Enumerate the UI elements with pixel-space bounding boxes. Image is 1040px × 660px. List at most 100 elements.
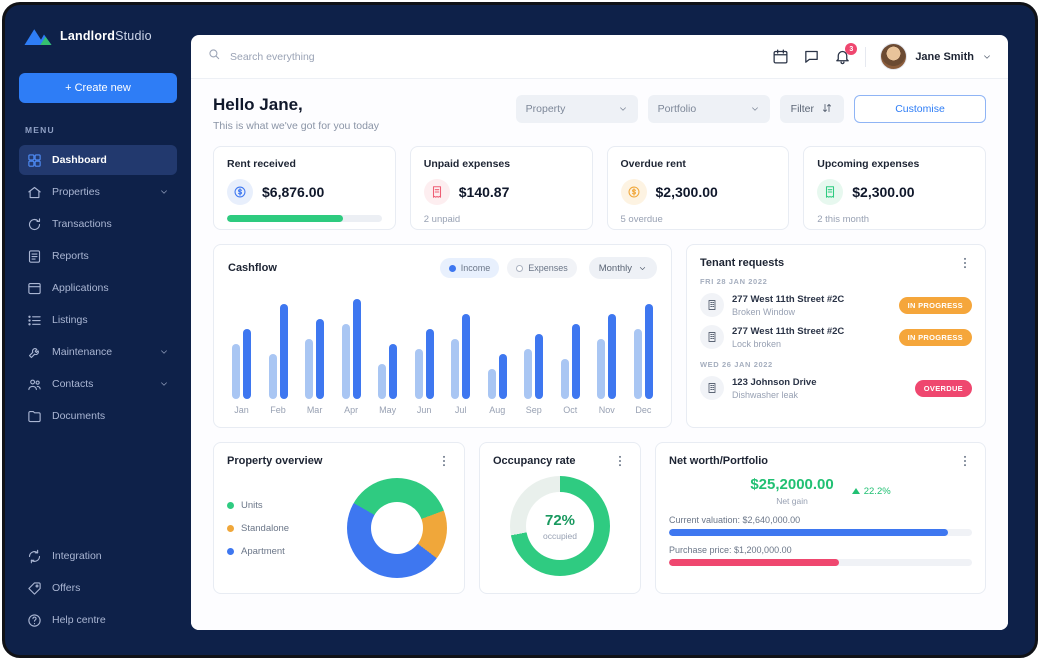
chevron-down-icon	[982, 52, 992, 62]
tenant-request-row[interactable]: 277 West 11th Street #2C Lock broken IN PR…	[700, 321, 972, 353]
integration-icon	[27, 549, 42, 564]
tenant-request-list: FRI 28 JAN 2022 277 West 11th Street #2C B…	[700, 277, 972, 404]
bar-income	[498, 354, 507, 399]
cashflow-card: Cashflow Income Expenses	[213, 244, 672, 428]
sidebar-item-label: Help centre	[52, 614, 106, 626]
status-badge: OVERDUE	[914, 379, 972, 397]
applications-icon	[27, 281, 42, 296]
bar-income	[535, 334, 544, 399]
dashboard-icon	[27, 153, 42, 168]
maintenance-icon	[27, 345, 42, 360]
user-menu[interactable]: Jane Smith	[880, 43, 992, 70]
request-date: FRI 28 JAN 2022	[700, 277, 768, 286]
sidebar-footer-menu: Integration Offers Help centre	[19, 541, 177, 637]
cashflow-bar-chart: Jan Feb Mar Apr May Jun Jul Aug Sep Oct Nov Dec	[228, 279, 657, 415]
bar-expenses	[232, 344, 240, 399]
stat-card-rent-received: Rent received $6,876.00	[213, 146, 396, 230]
sort-icon	[821, 102, 833, 117]
bar-income	[462, 314, 471, 399]
avatar	[880, 43, 908, 70]
bar-expenses	[524, 349, 533, 399]
sidebar-item-contacts[interactable]: Contacts	[19, 369, 177, 399]
search-input[interactable]	[230, 50, 759, 63]
reports-icon	[27, 249, 42, 264]
expenses-toggle[interactable]: Expenses	[507, 258, 577, 278]
coin-icon	[227, 179, 253, 205]
period-select[interactable]: Monthly	[588, 257, 657, 279]
kebab-menu-icon[interactable]	[958, 256, 972, 270]
kebab-menu-icon[interactable]	[437, 454, 451, 468]
chevron-down-icon	[618, 104, 628, 114]
bar-group-oct: Oct	[560, 289, 580, 415]
request-issue: Broken Window	[732, 306, 796, 317]
up-arrow-icon	[851, 488, 860, 494]
bottom-row: Property overview Units Standalone Apartme…	[213, 442, 986, 594]
tenant-request-row[interactable]: 277 West 11th Street #2C Broken Window IN …	[700, 289, 972, 321]
customise-button[interactable]: Customise	[854, 95, 986, 123]
request-issue: Lock broken	[732, 338, 782, 349]
sidebar-item-offers[interactable]: Offers	[19, 573, 177, 603]
chat-icon[interactable]	[803, 48, 820, 65]
calendar-icon[interactable]	[772, 48, 789, 65]
filter-button[interactable]: Filter	[779, 95, 844, 123]
sidebar-item-label: Applications	[52, 282, 109, 294]
month-label: Mar	[306, 405, 323, 415]
brand-name: LandlordStudio	[60, 29, 152, 43]
sidebar-item-listings[interactable]: Listings	[19, 305, 177, 335]
income-toggle[interactable]: Income	[439, 258, 500, 278]
sidebar-item-maintenance[interactable]: Maintenance	[19, 337, 177, 367]
sidebar-item-reports[interactable]: Reports	[19, 241, 177, 271]
progress-track	[227, 215, 382, 222]
sidebar-item-label: Documents	[52, 410, 106, 422]
search-bar[interactable]	[207, 47, 759, 66]
sidebar-item-label: Offers	[52, 582, 81, 594]
sidebar-item-transactions[interactable]: Transactions	[19, 209, 177, 239]
bar-income	[425, 329, 434, 399]
contacts-icon	[27, 377, 42, 392]
month-label: Apr	[344, 405, 359, 415]
documents-icon	[27, 409, 42, 424]
legend-dot	[227, 547, 234, 555]
legend-item-units: Units	[227, 500, 289, 511]
occupancy-value: 72%	[544, 511, 576, 529]
stat-title: Unpaid expenses	[423, 158, 511, 170]
stat-title: Upcoming expenses	[817, 158, 920, 170]
stat-value: $6,876.00	[262, 184, 325, 200]
networth-bars: Current valuation: $2,640,000.00 Purchase…	[669, 515, 972, 566]
sidebar-item-integration[interactable]: Integration	[19, 541, 177, 571]
property-select[interactable]: Property	[515, 95, 638, 123]
sidebar-item-label: Properties	[52, 186, 100, 198]
month-label: Dec	[635, 405, 652, 415]
kebab-menu-icon[interactable]	[613, 454, 627, 468]
portfolio-select[interactable]: Portfolio	[647, 95, 770, 123]
month-label: Nov	[598, 405, 615, 415]
chevron-down-icon	[159, 379, 169, 389]
bar-group-mar: Mar	[305, 289, 325, 415]
middle-row: Cashflow Income Expenses	[213, 244, 986, 428]
legend-item-apartment: Apartment	[227, 546, 289, 557]
sidebar-item-properties[interactable]: Properties	[19, 177, 177, 207]
tenant-request-row[interactable]: 123 Johnson Drive Dishwasher leak OVERDUE	[700, 372, 972, 404]
stat-value: $2,300.00	[655, 184, 718, 200]
sidebar-item-documents[interactable]: Documents	[19, 401, 177, 431]
stat-cards: Rent received $6,876.00 Unpaid expenses $14…	[213, 146, 986, 230]
bar-income	[243, 329, 251, 399]
request-address: 123 Johnson Drive	[732, 376, 817, 388]
stat-subtext: 5 overdue	[620, 214, 663, 225]
bell-icon[interactable]: 3	[834, 43, 858, 65]
main-panel: 3 Jane Smith Hello Jane, This is what we…	[191, 35, 1008, 630]
bar-group-sep: Sep	[524, 289, 544, 415]
receipt-icon	[423, 179, 450, 205]
stat-subtext: 2 this month	[817, 214, 869, 225]
sidebar-item-applications[interactable]: Applications	[19, 273, 177, 303]
legend-item-standalone: Standalone	[227, 523, 289, 534]
bar-expenses	[633, 329, 642, 399]
sidebar-item-dashboard[interactable]: Dashboard	[19, 145, 177, 175]
sidebar-item-help-centre[interactable]: Help centre	[19, 605, 177, 635]
stat-value: $2,300.00	[852, 184, 915, 200]
sidebar-item-label: Integration	[52, 550, 102, 562]
bar-expenses	[451, 339, 460, 399]
create-new-button[interactable]: + Create new	[19, 73, 177, 103]
sidebar-item-label: Transactions	[52, 218, 112, 230]
kebab-menu-icon[interactable]	[958, 454, 972, 468]
